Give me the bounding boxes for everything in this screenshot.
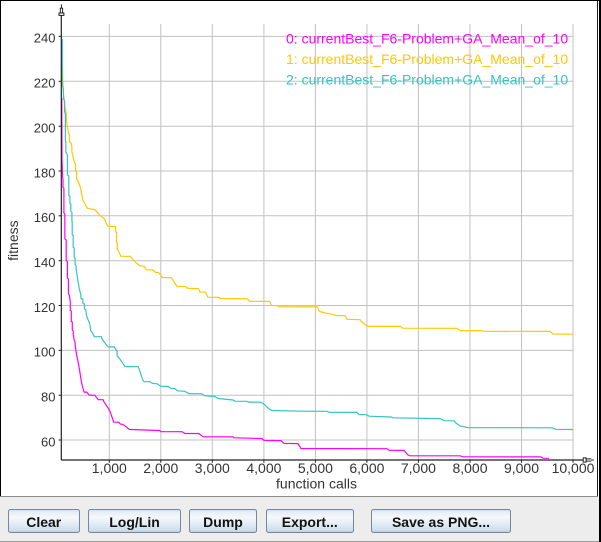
svg-text:120: 120 (34, 300, 56, 315)
svg-text:4,000: 4,000 (246, 460, 281, 476)
svg-text:7,000: 7,000 (401, 460, 436, 476)
svg-text:function calls: function calls (276, 476, 357, 492)
svg-text:200: 200 (34, 121, 56, 136)
svg-text:8,000: 8,000 (452, 460, 487, 476)
svg-text:100: 100 (34, 345, 56, 360)
svg-text:2,000: 2,000 (143, 460, 178, 476)
svg-text:220: 220 (34, 76, 56, 91)
svg-text:10,000: 10,000 (552, 460, 595, 476)
svg-text:fitness: fitness (5, 220, 21, 260)
svg-text:160: 160 (34, 210, 56, 225)
svg-text:9,000: 9,000 (504, 460, 539, 476)
svg-text:180: 180 (34, 165, 56, 180)
svg-text:3,000: 3,000 (195, 460, 230, 476)
svg-text:5,000: 5,000 (298, 460, 333, 476)
svg-text:0: currentBest_F6-Problem+GA_M: 0: currentBest_F6-Problem+GA_Mean_of_10 (286, 31, 568, 47)
svg-text:1: currentBest_F6-Problem+GA_M: 1: currentBest_F6-Problem+GA_Mean_of_10 (286, 51, 568, 67)
svg-text:80: 80 (41, 390, 55, 405)
svg-text:1,000: 1,000 (92, 460, 127, 476)
svg-text:6,000: 6,000 (349, 460, 384, 476)
svg-text:140: 140 (34, 255, 56, 270)
svg-text:240: 240 (34, 31, 56, 46)
svg-text:60: 60 (41, 434, 55, 449)
svg-text:2: currentBest_F6-Problem+GA_M: 2: currentBest_F6-Problem+GA_Mean_of_10 (286, 72, 568, 88)
